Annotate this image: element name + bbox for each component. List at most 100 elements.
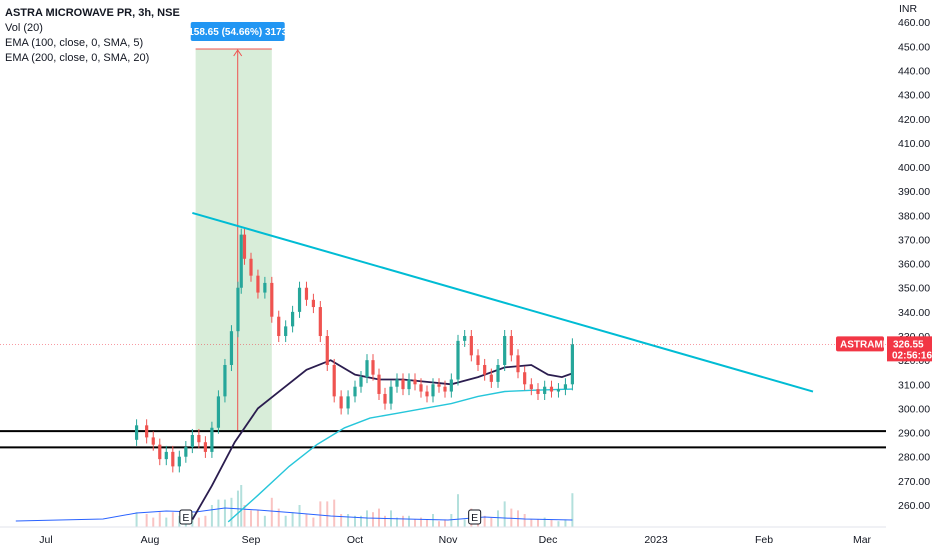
ema100-line — [191, 359, 573, 520]
candle-body — [401, 379, 405, 390]
price-tick-label: 260.00 — [898, 500, 930, 512]
time-tick-label: 2023 — [644, 534, 668, 546]
legend-volume[interactable]: Vol (20) — [5, 22, 43, 34]
currency-label: INR — [899, 3, 918, 15]
volume-bar — [378, 508, 380, 527]
candle-body — [389, 386, 393, 404]
candle-body — [419, 384, 423, 392]
volume-bar — [530, 519, 533, 527]
volume-bar — [319, 501, 322, 527]
legend-ema100[interactable]: EMA (100, close, 0, SMA, 5) — [5, 37, 144, 49]
volume-bar — [457, 494, 459, 527]
candle-body — [190, 434, 194, 448]
candle-body — [431, 384, 435, 397]
candle-body — [164, 451, 168, 460]
time-axis[interactable]: Jul Aug Sep Oct Nov Dec 2023 Feb Mar — [0, 526, 932, 550]
volume-bar — [263, 515, 266, 527]
measure-range-label: 158.65 (54.66%) 3173 — [188, 27, 287, 38]
price-tick-label: 280.00 — [898, 452, 930, 464]
price-tick-label: 410.00 — [898, 138, 930, 150]
candle-body — [325, 336, 329, 365]
candle-body — [437, 384, 441, 387]
volume-bar — [230, 497, 233, 527]
candle-body — [449, 379, 453, 392]
price-tick-label: 420.00 — [898, 114, 930, 126]
candle-body — [151, 437, 155, 445]
candle-body — [242, 234, 247, 259]
volume-layer — [15, 485, 574, 527]
measure-range-layer: 158.65 (54.66%) 3173 — [188, 22, 288, 432]
trendline[interactable] — [192, 211, 814, 393]
volume-bar — [270, 497, 273, 527]
candle-body — [145, 425, 149, 438]
volume-bar — [291, 512, 294, 527]
candle-body — [543, 386, 547, 394]
volume-bar — [550, 519, 553, 527]
candle-body — [223, 364, 227, 397]
candle-body — [353, 386, 357, 397]
time-tick-label: Feb — [755, 534, 773, 546]
candle-body — [509, 336, 513, 356]
candle-body — [556, 389, 561, 392]
candle-body — [443, 386, 447, 392]
volume-bar — [384, 515, 386, 527]
ema200-line — [227, 388, 573, 523]
legend-title[interactable]: ASTRA MICROWAVE PR, 3h, NSE — [5, 7, 180, 19]
candle-body — [496, 364, 500, 382]
volume-bar — [414, 519, 416, 527]
candle-body — [297, 287, 302, 312]
price-tick-label: 310.00 — [898, 379, 930, 391]
candle-body — [377, 374, 381, 394]
candles-layer — [134, 228, 574, 473]
volume-bar — [178, 515, 181, 527]
candle-body — [311, 299, 315, 308]
volume-bar — [223, 499, 226, 527]
candle-body — [425, 391, 429, 397]
candle-body — [318, 307, 322, 337]
candle-body — [346, 396, 350, 409]
candle-body — [229, 331, 234, 365]
event-marker — [468, 509, 482, 525]
candle-body — [263, 282, 267, 293]
volume-bar — [372, 512, 374, 527]
legend-ema200[interactable]: EMA (200, close, 0, SMA, 20) — [5, 52, 150, 64]
volume-bar — [360, 515, 362, 527]
volume-bar — [333, 499, 336, 527]
candle-body — [489, 374, 493, 382]
price-tick-label: 390.00 — [898, 186, 930, 198]
volume-bar — [523, 514, 526, 527]
price-tick-label: 440.00 — [898, 65, 930, 77]
price-axis[interactable]: 260.00270.00280.00290.00300.00310.00320.… — [886, 0, 932, 527]
volume-bar — [543, 517, 546, 527]
volume-bar — [243, 505, 246, 527]
horizontal-levels-layer: 290.60283.85 — [0, 423, 932, 456]
price-tick-label: 290.00 — [898, 428, 930, 440]
candle-body — [177, 456, 181, 467]
candle-body — [563, 384, 568, 390]
measure-range-arrowhead — [233, 49, 243, 57]
price-tick-label: 460.00 — [898, 17, 930, 29]
candle-body — [516, 355, 520, 373]
volume-bar — [305, 514, 308, 527]
time-tick-label: Dec — [539, 534, 558, 546]
candle-body — [476, 355, 480, 365]
measure-range-box[interactable] — [195, 48, 272, 432]
time-tick-label: Nov — [439, 534, 458, 546]
candle-body — [570, 344, 574, 385]
candle-body — [197, 434, 201, 443]
candle-body — [469, 336, 473, 356]
volume-bar — [426, 519, 428, 527]
time-tick-label: Oct — [347, 534, 363, 546]
price-tick-label: 340.00 — [898, 307, 930, 319]
candle-body — [134, 425, 139, 440]
price-tags-layer: ASTRAMICRO 326.55 02:56:16 — [836, 336, 932, 362]
volume-bar — [402, 515, 404, 527]
candle-body — [239, 234, 243, 288]
volume-bar — [497, 510, 499, 527]
candle-body — [371, 360, 375, 375]
price-tick-label: 430.00 — [898, 90, 930, 102]
candle-body — [184, 447, 188, 457]
